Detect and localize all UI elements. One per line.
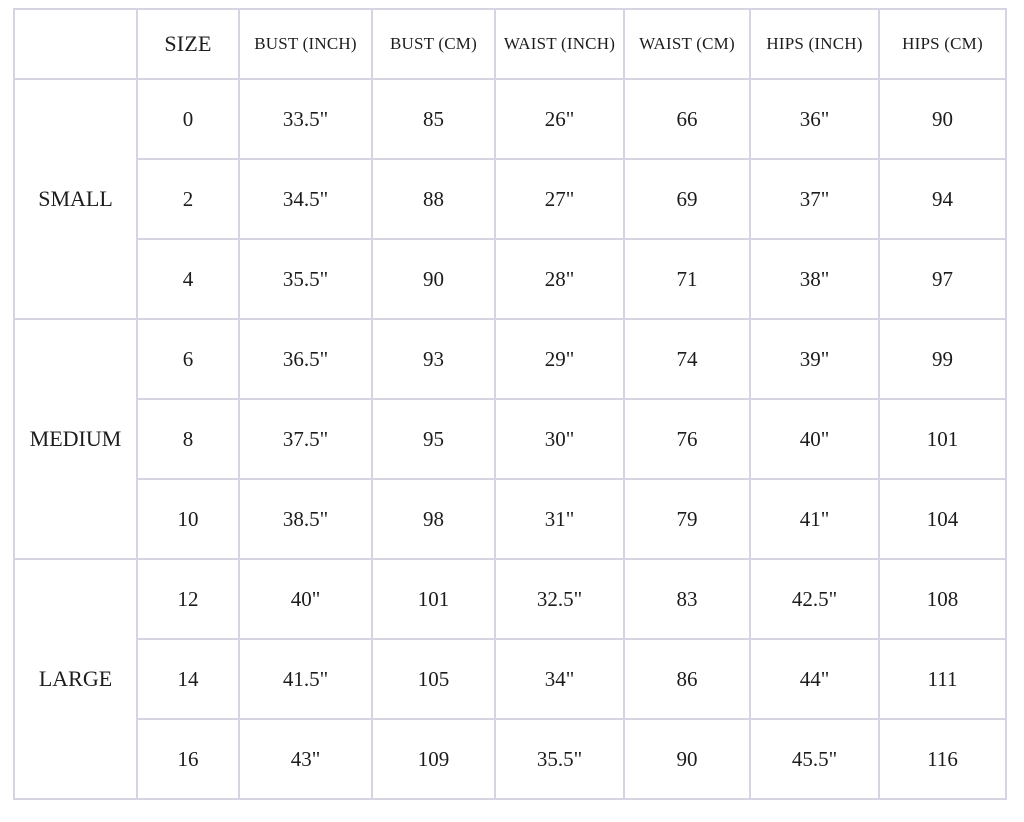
table-row: 14 41.5" 105 34" 86 44" 111	[14, 638, 1007, 720]
cell-size: 6	[136, 318, 240, 400]
cell-hips-cm: 90	[878, 78, 1007, 160]
cell-hips-cm: 111	[878, 638, 1007, 720]
table-row: MEDIUM 6 36.5" 93 29" 74 39" 99	[13, 318, 1007, 560]
cell-bust-cm: 90	[371, 238, 496, 320]
cell-waist-inch: 28"	[494, 238, 625, 320]
cell-waist-inch: 35.5"	[494, 718, 625, 800]
cell-bust-inch: 37.5"	[238, 398, 373, 480]
cell-hips-inch: 36"	[749, 78, 880, 160]
cell-size: 14	[136, 638, 240, 720]
group-label-small: SMALL	[13, 78, 138, 320]
cell-waist-cm: 69	[623, 158, 751, 240]
cell-bust-inch: 41.5"	[238, 638, 373, 720]
cell-hips-inch: 42.5"	[749, 558, 880, 640]
cell-hips-inch: 45.5"	[749, 718, 880, 800]
cell-bust-cm: 95	[371, 398, 496, 480]
cell-size: 10	[136, 478, 240, 560]
cell-bust-inch: 34.5"	[238, 158, 373, 240]
cell-hips-cm: 97	[878, 238, 1007, 320]
cell-bust-inch: 35.5"	[238, 238, 373, 320]
cell-waist-cm: 66	[623, 78, 751, 160]
size-chart-table: SIZE BUST (INCH) BUST (CM) WAIST (INCH) …	[13, 8, 1007, 800]
cell-waist-cm: 86	[623, 638, 751, 720]
table-row: 8 37.5" 95 30" 76 40" 101	[14, 398, 1007, 480]
header-hips-cm: HIPS (CM)	[878, 8, 1007, 80]
cell-hips-inch: 41"	[749, 478, 880, 560]
cell-waist-inch: 30"	[494, 398, 625, 480]
cell-size: 0	[136, 78, 240, 160]
cell-bust-cm: 101	[371, 558, 496, 640]
cell-hips-cm: 99	[878, 318, 1007, 400]
cell-bust-cm: 85	[371, 78, 496, 160]
cell-hips-cm: 94	[878, 158, 1007, 240]
group-label-large: LARGE	[13, 558, 138, 800]
cell-hips-cm: 116	[878, 718, 1007, 800]
table-row: 2 34.5" 88 27" 69 37" 94	[14, 158, 1007, 240]
cell-waist-inch: 29"	[494, 318, 625, 400]
cell-bust-cm: 98	[371, 478, 496, 560]
cell-size: 12	[136, 558, 240, 640]
table-row: 4 35.5" 90 28" 71 38" 97	[14, 238, 1007, 320]
cell-hips-inch: 39"	[749, 318, 880, 400]
table-row: LARGE 12 40" 101 32.5" 83 42.5" 108	[13, 558, 1007, 800]
header-empty-cell	[13, 8, 138, 80]
cell-waist-inch: 31"	[494, 478, 625, 560]
cell-hips-cm: 108	[878, 558, 1007, 640]
cell-bust-cm: 109	[371, 718, 496, 800]
cell-waist-cm: 90	[623, 718, 751, 800]
cell-bust-inch: 36.5"	[238, 318, 373, 400]
table-row: 10 38.5" 98 31" 79 41" 104	[14, 478, 1007, 560]
cell-bust-inch: 38.5"	[238, 478, 373, 560]
header-bust-cm: BUST (CM)	[371, 8, 496, 80]
header-hips-inch: HIPS (INCH)	[749, 8, 880, 80]
cell-hips-inch: 40"	[749, 398, 880, 480]
cell-waist-cm: 76	[623, 398, 751, 480]
table-row: 16 43" 109 35.5" 90 45.5" 116	[14, 718, 1007, 800]
group-label-medium: MEDIUM	[13, 318, 138, 560]
cell-waist-inch: 34"	[494, 638, 625, 720]
cell-bust-inch: 33.5"	[238, 78, 373, 160]
cell-waist-inch: 27"	[494, 158, 625, 240]
header-row: SIZE BUST (INCH) BUST (CM) WAIST (INCH) …	[13, 8, 1007, 80]
cell-bust-inch: 43"	[238, 718, 373, 800]
cell-hips-cm: 101	[878, 398, 1007, 480]
cell-size: 16	[136, 718, 240, 800]
cell-waist-inch: 32.5"	[494, 558, 625, 640]
cell-size: 4	[136, 238, 240, 320]
table-row: SMALL 0 33.5" 85 26" 66 36" 90	[13, 78, 1007, 320]
cell-bust-inch: 40"	[238, 558, 373, 640]
cell-hips-inch: 37"	[749, 158, 880, 240]
cell-waist-cm: 74	[623, 318, 751, 400]
cell-size: 2	[136, 158, 240, 240]
header-bust-inch: BUST (INCH)	[238, 8, 373, 80]
cell-bust-cm: 105	[371, 638, 496, 720]
header-waist-inch: WAIST (INCH)	[494, 8, 625, 80]
header-waist-cm: WAIST (CM)	[623, 8, 751, 80]
cell-hips-cm: 104	[878, 478, 1007, 560]
cell-waist-cm: 79	[623, 478, 751, 560]
header-size: SIZE	[136, 8, 240, 80]
cell-waist-cm: 83	[623, 558, 751, 640]
cell-waist-inch: 26"	[494, 78, 625, 160]
cell-size: 8	[136, 398, 240, 480]
cell-hips-inch: 44"	[749, 638, 880, 720]
cell-hips-inch: 38"	[749, 238, 880, 320]
cell-bust-cm: 93	[371, 318, 496, 400]
cell-bust-cm: 88	[371, 158, 496, 240]
cell-waist-cm: 71	[623, 238, 751, 320]
